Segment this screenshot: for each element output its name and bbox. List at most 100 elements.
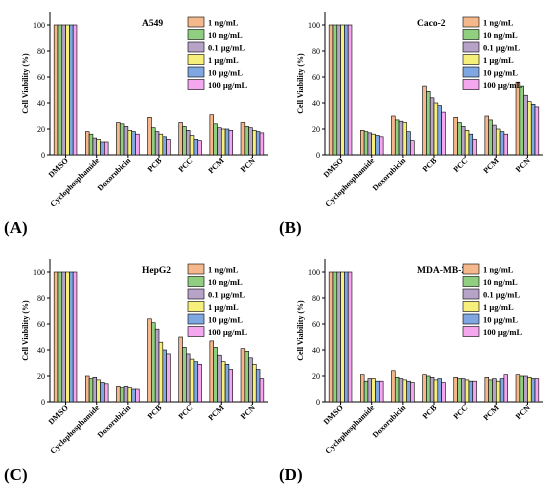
bar [127, 387, 132, 403]
bar [154, 328, 160, 403]
y-tick-label: 20 [37, 372, 45, 381]
legend-swatch [462, 29, 480, 40]
y-tick-label: 20 [312, 125, 320, 134]
bar [484, 377, 489, 403]
bar [154, 131, 160, 156]
bar [422, 85, 427, 156]
bar [92, 377, 98, 403]
bar [53, 24, 59, 156]
x-tick-label: PCC [177, 156, 195, 174]
y-tick-label: 0 [41, 151, 45, 160]
legend-label: 10 µg/mL [208, 68, 243, 78]
bar [457, 122, 462, 156]
bar [328, 271, 334, 403]
legend-swatch [187, 54, 205, 65]
bar [197, 140, 202, 156]
y-tick-label: 80 [312, 47, 320, 56]
legend-swatch [187, 276, 205, 287]
bar [147, 318, 152, 403]
bar [499, 378, 505, 403]
bar [433, 379, 439, 403]
bar [360, 374, 365, 403]
legend-label: 100 µg/mL [483, 327, 522, 337]
bar [182, 347, 187, 403]
y-tick-label: 100 [308, 268, 320, 277]
bar [193, 361, 199, 403]
bar [69, 24, 74, 156]
bar [96, 139, 101, 156]
bar [363, 380, 369, 403]
bar [426, 375, 431, 403]
bar [92, 137, 98, 156]
legend-swatch [462, 54, 480, 65]
bar [472, 380, 477, 403]
bar [499, 131, 505, 156]
x-tick-label: PCN [514, 403, 532, 421]
bar [402, 379, 407, 403]
bar [65, 271, 70, 403]
bar [116, 122, 121, 156]
bar [224, 364, 230, 403]
bar [147, 117, 152, 156]
bar [151, 322, 156, 403]
bar [457, 378, 462, 403]
bar [379, 380, 384, 403]
panel-letter: (D) [279, 465, 303, 484]
bar [135, 388, 140, 403]
bar [259, 132, 265, 156]
x-tick-label: PCC [452, 156, 470, 174]
legend-label: 1 ng/mL [208, 18, 239, 28]
bar [244, 351, 249, 403]
bar [495, 380, 501, 403]
bar [375, 380, 380, 403]
bar [104, 141, 109, 156]
bar [131, 388, 136, 403]
y-tick-label: 40 [37, 99, 45, 108]
bar [85, 375, 90, 403]
y-tick-label: 40 [37, 346, 45, 355]
bar [217, 127, 222, 156]
x-tick-label: PCB [421, 403, 439, 421]
x-tick-label: Doxorubicin [371, 156, 408, 193]
bar [151, 127, 156, 156]
bar [426, 91, 431, 156]
bar [492, 378, 497, 403]
legend-swatch [187, 79, 205, 90]
bar [523, 94, 528, 156]
x-tick-label: Doxorubicin [371, 403, 408, 440]
bar [523, 375, 528, 403]
x-tick-label: DMSO [322, 403, 345, 426]
legend-label: 0.1 µg/mL [208, 43, 245, 53]
bar [158, 133, 164, 156]
bar [123, 386, 129, 403]
legend-swatch [187, 326, 205, 337]
bar [88, 133, 94, 156]
legend-swatch [187, 301, 205, 312]
bar [336, 24, 341, 156]
x-tick-label: Doxorubicin [96, 156, 133, 193]
bar [398, 378, 404, 403]
bar [220, 128, 226, 156]
bar [379, 136, 384, 156]
bar [209, 340, 214, 403]
x-tick-label: PCM [206, 403, 226, 423]
bar [119, 123, 125, 156]
bar [255, 369, 261, 403]
bar [410, 382, 415, 403]
y-axis-title: Cell Viability (%) [21, 300, 30, 361]
legend-swatch [462, 313, 480, 325]
x-tick-label: PCM [481, 403, 501, 423]
bar [472, 139, 477, 156]
bar [61, 24, 66, 156]
bar [437, 378, 442, 403]
bar [328, 24, 334, 156]
bar [410, 140, 415, 156]
bar [186, 353, 191, 403]
bar [162, 349, 167, 403]
bar [182, 126, 187, 156]
bar [402, 122, 407, 156]
y-tick-label: 80 [312, 294, 320, 303]
